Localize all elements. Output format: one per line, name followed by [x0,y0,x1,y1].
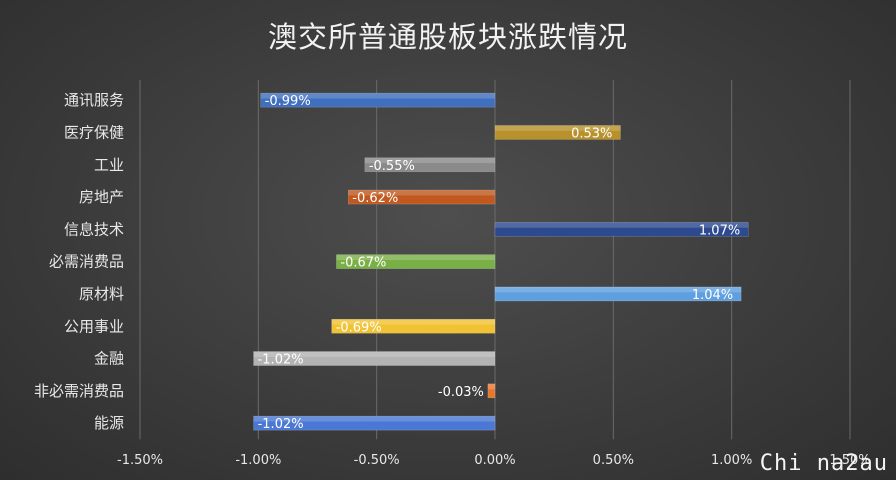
bar-highlight [495,222,749,228]
category-label: 原材料 [79,285,124,303]
bar [331,318,496,334]
data-label: -1.02% [258,417,304,432]
category-label: 必需消费品 [49,253,124,271]
bar-highlight [253,416,495,422]
bar-highlight [495,286,742,293]
data-label: -0.03% [438,385,484,400]
bar [487,383,496,399]
category-label: 信息技术 [64,220,124,238]
bar [494,125,621,140]
bar-highlight [487,383,495,390]
x-tick-label: 1.50% [829,453,870,468]
x-tick-label: -1.00% [235,453,281,468]
category-label: 医疗保健 [64,123,124,141]
category-label: 公用事业 [64,317,124,335]
category-label: 金融 [94,350,124,368]
category-label: 通讯服务 [64,91,124,109]
bars [253,92,749,431]
bar-highlight [336,254,495,261]
x-tick-label: 0.00% [474,453,515,468]
x-tick-label: 0.50% [593,453,634,468]
data-label: -0.55% [369,159,415,174]
category-label: 工业 [94,156,124,174]
data-label: -1.02% [258,353,304,368]
bar [494,222,749,237]
data-label: -0.67% [340,256,386,271]
bar [253,351,496,366]
bar-highlight [253,351,495,357]
data-label: 1.07% [699,223,740,238]
labels: -1.50% -1.00% -0.50% 0.00% 0.50% 1.00% 1.50% 通讯… [34,91,871,468]
x-tick-label: 1.00% [711,453,752,468]
watermark: Chi na2au [759,451,888,476]
bar [260,92,496,108]
chart-title: 澳交所普通股板块涨跌情况 [267,20,628,54]
data-label: -0.99% [265,94,311,109]
bar-highlight [260,93,495,99]
bar-highlight [495,125,621,131]
bar [494,286,742,302]
category-label: 非必需消费品 [34,382,124,400]
data-label: 0.53% [571,126,612,141]
data-label: -0.62% [352,191,398,206]
bar [347,189,496,205]
x-tick-label: -0.50% [354,453,400,468]
data-label: 1.04% [692,288,733,303]
bar [253,415,496,431]
category-label: 能源 [94,414,124,432]
bar-highlight [364,157,495,164]
bar-highlight [348,190,495,196]
category-label: 房地产 [79,188,124,206]
bar [336,254,496,269]
x-tick-label: -1.50% [117,453,163,468]
bar-highlight [331,319,495,325]
data-label: -0.69% [336,320,382,335]
bar [364,157,496,173]
